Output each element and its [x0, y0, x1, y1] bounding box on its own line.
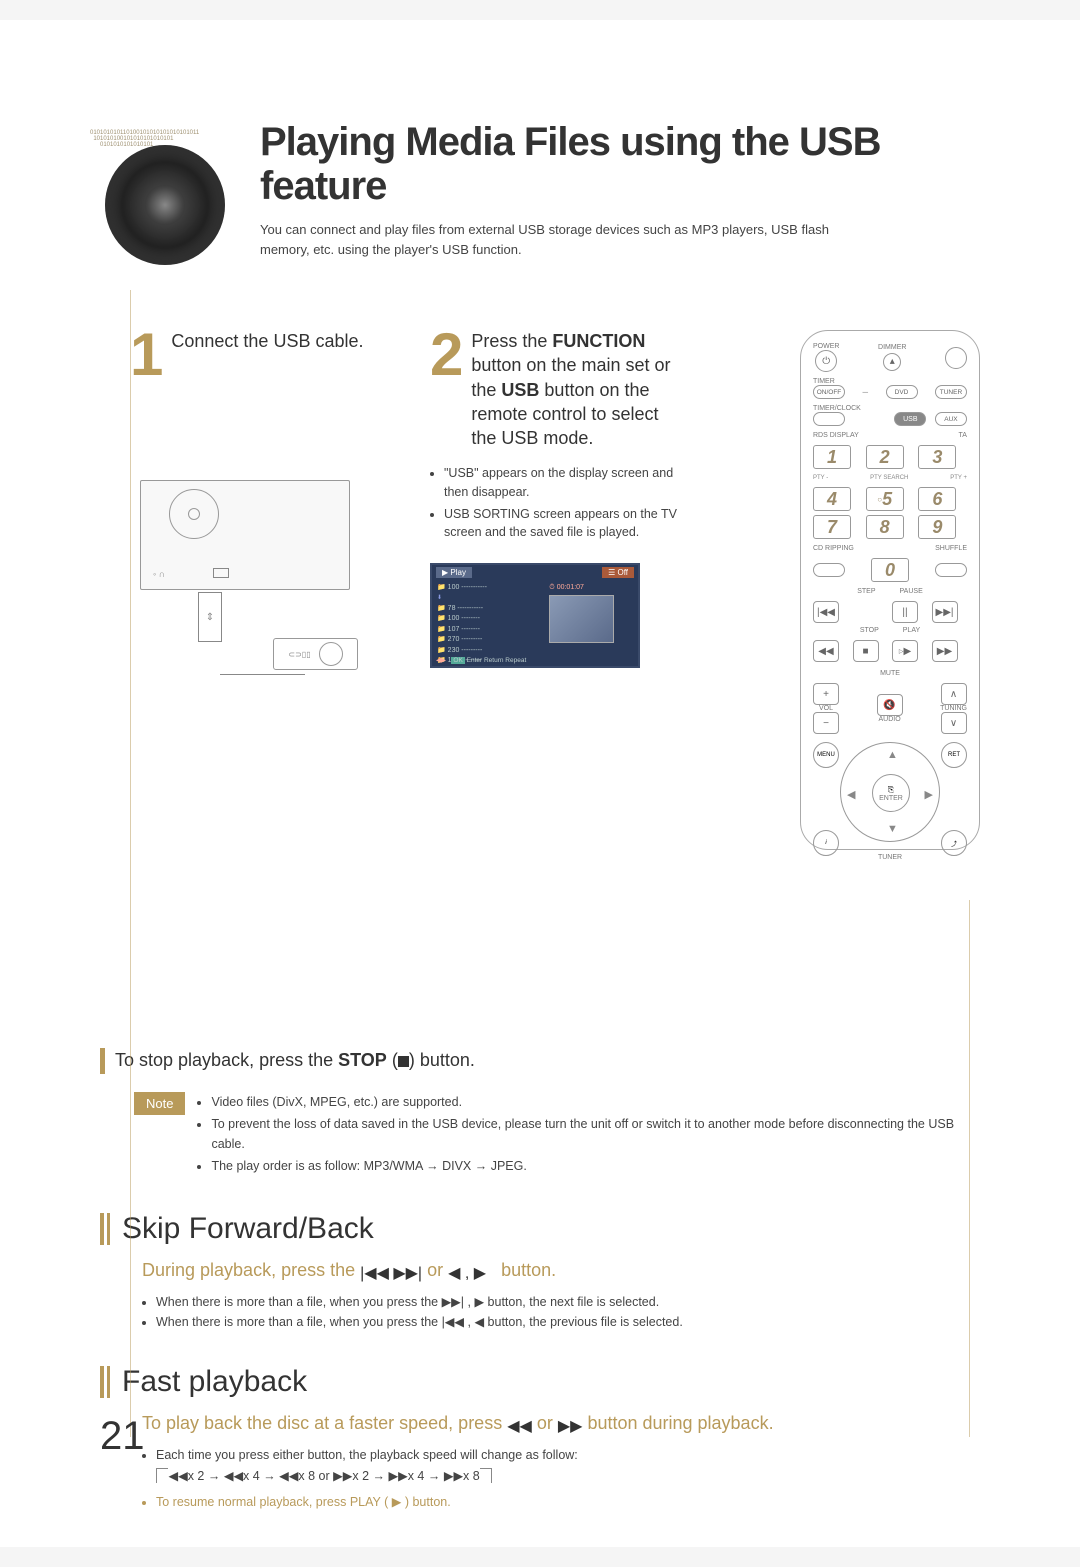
fast-subtitle: To play back the disc at a faster speed,…	[142, 1413, 980, 1436]
device-illustration: ◦ ∩ ⇕ ⊂⊃▯▯	[130, 480, 360, 680]
step-text: Press the FUNCTION button on the main se…	[471, 329, 680, 450]
speaker-decoration: 010101010110100101010101010101011 101010…	[90, 130, 240, 280]
step-2: 2 Press the FUNCTION button on the main …	[430, 329, 680, 668]
skip-subtitle: During playback, press the |◀◀ ▶▶| or ◀ …	[142, 1260, 980, 1283]
stop-instruction: To stop playback, press the STOP () butt…	[100, 1048, 980, 1074]
note-list: Video files (DivX, MPEG, etc.) are suppo…	[197, 1092, 980, 1178]
section-fast: Fast playback	[100, 1365, 980, 1399]
step-number: 2	[430, 329, 463, 450]
skip-bullets: When there is more than a file, when you…	[142, 1293, 980, 1332]
note-box: Note Video files (DivX, MPEG, etc.) are …	[134, 1092, 980, 1178]
fast-bullets: Each time you press either button, the p…	[142, 1446, 980, 1465]
step-number: 1	[130, 329, 163, 380]
section-skip: Skip Forward/Back	[100, 1212, 980, 1246]
page-number: 21	[100, 1414, 145, 1459]
step2-bullets: "USB" appears on the display screen and …	[430, 464, 680, 545]
page-title: Playing Media Files using the USB featur…	[260, 120, 980, 208]
divider	[130, 290, 131, 1437]
page-subtitle: You can connect and play files from exte…	[260, 220, 850, 259]
remote-control: POWER⏻ DIMMER▴ TIMER ON/OFF – DVD TUNER …	[800, 330, 980, 850]
resume-line: To resume normal playback, press PLAY ( …	[142, 1493, 980, 1512]
speed-sequence: ◀◀x 2 → ◀◀x 4 → ◀◀x 8 or ▶▶x 2 → ▶▶x 4 →…	[156, 1468, 980, 1483]
step-text: Connect the USB cable.	[171, 329, 363, 353]
note-badge: Note	[134, 1092, 185, 1115]
divider	[969, 900, 970, 1437]
tv-screenshot: ▶ Play ☰ Off 📁 100 ----------- ⬇ 📁 78 --…	[430, 563, 640, 668]
